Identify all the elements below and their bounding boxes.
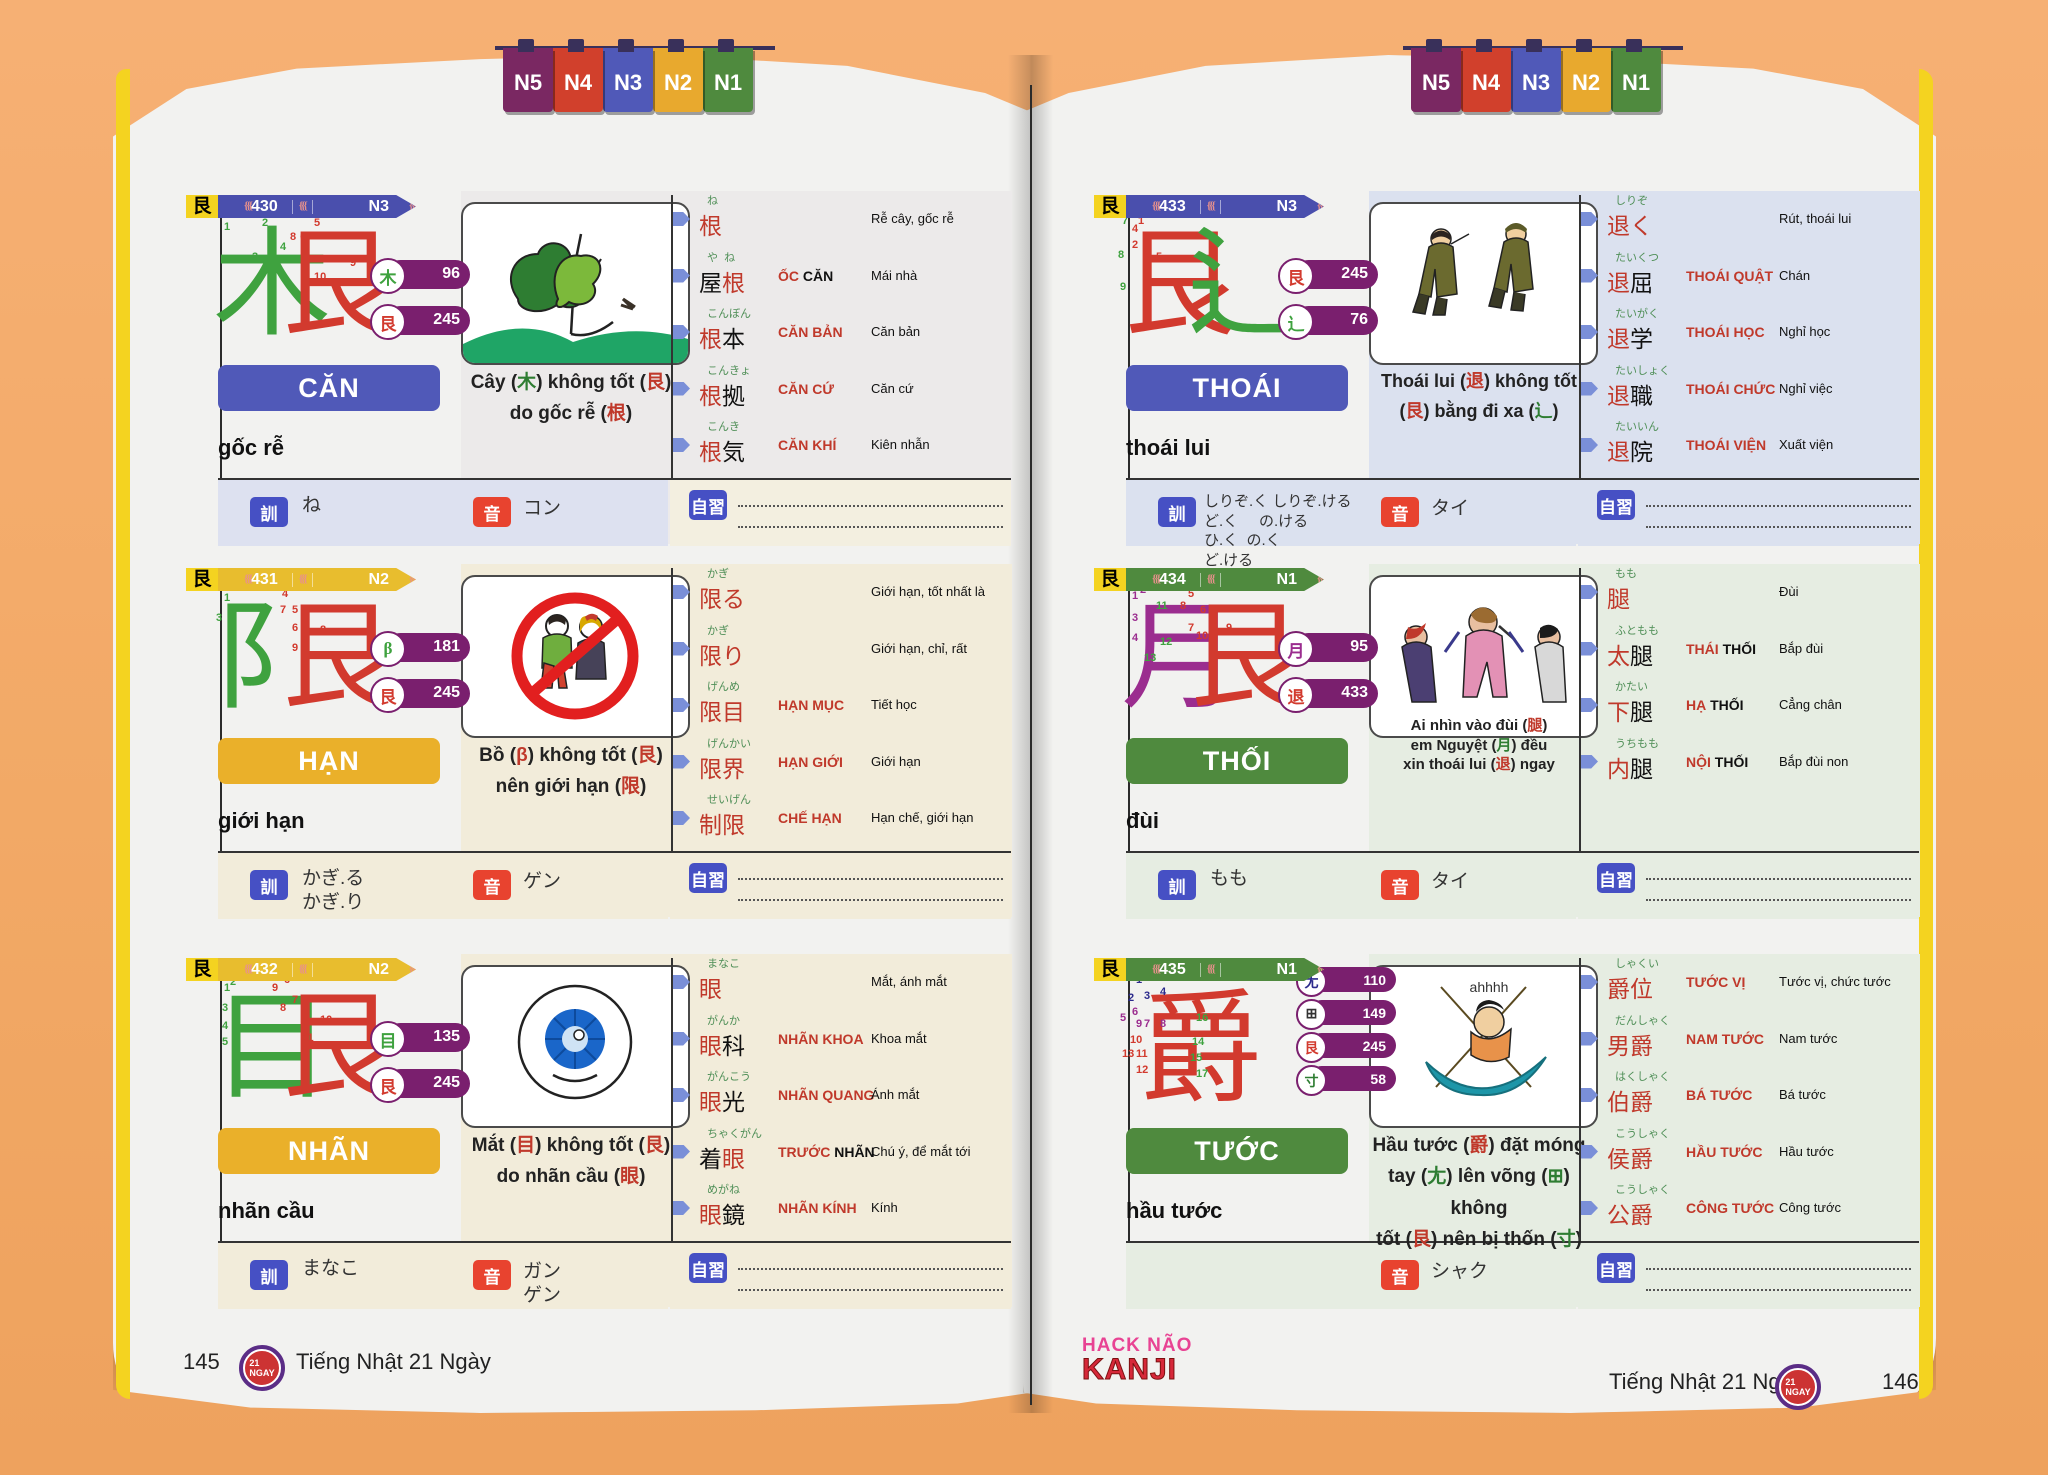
svg-text:ahhhh: ahhhh (1470, 979, 1509, 995)
